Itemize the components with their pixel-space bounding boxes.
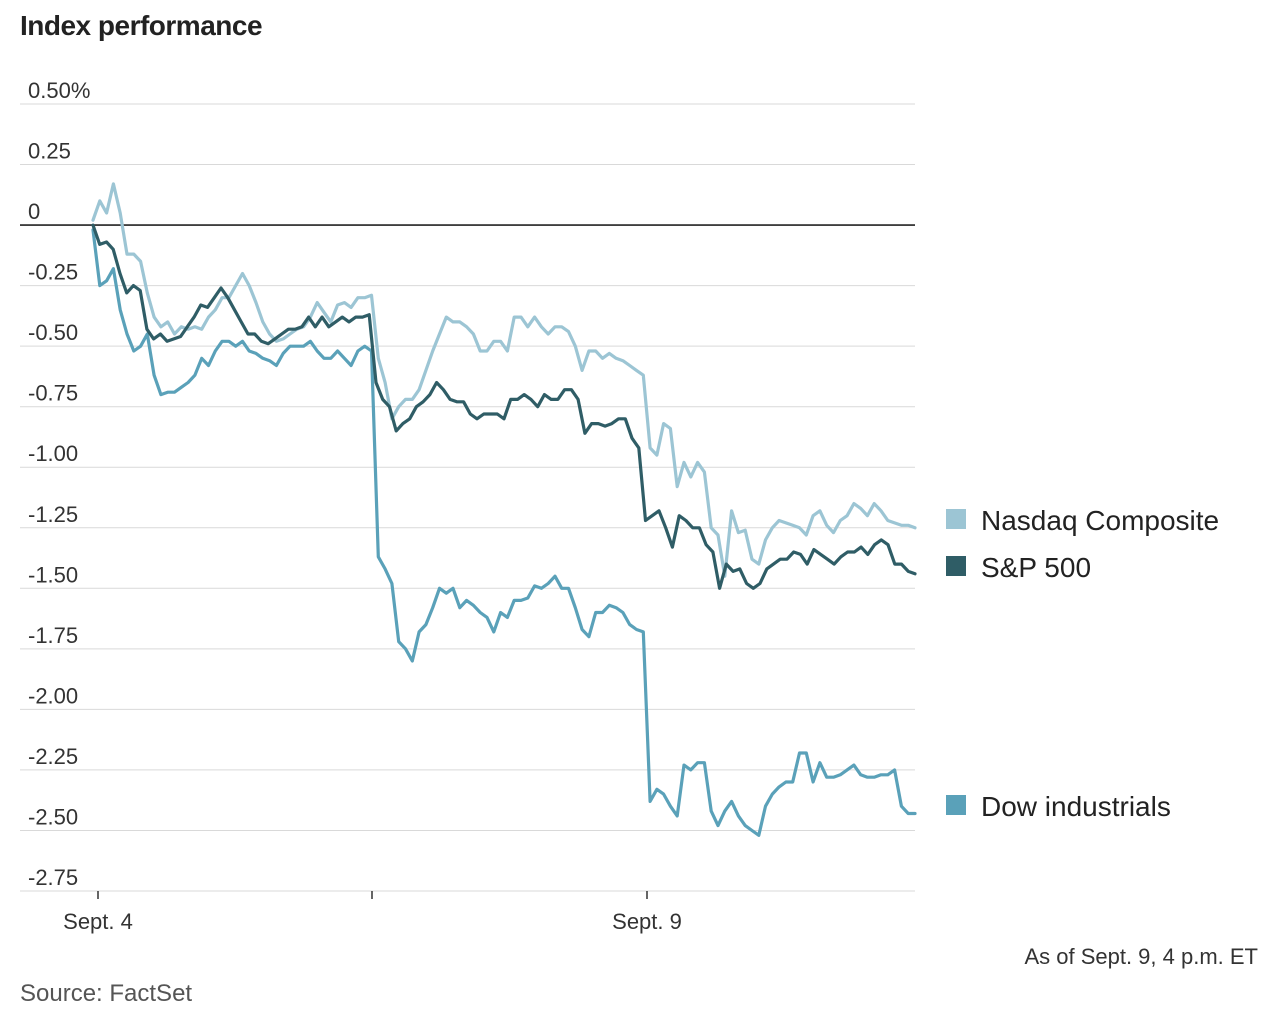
series-lines [91,182,917,837]
y-tick-label: -2.50 [28,804,78,829]
y-tick-label: -2.00 [28,683,78,708]
y-tick-label: -0.50 [28,320,78,345]
y-tick-label: 0 [28,199,40,224]
y-axis-tick-labels: 0.50% 0.25 0 -0.25 -0.50 -0.75 -1.00 -1.25 -1.50… [28,78,90,890]
y-tick-label: -1.75 [28,623,78,648]
y-tick-label: -2.25 [28,744,78,769]
legend-swatch [946,509,966,529]
legend-label: S&P 500 [981,552,1091,583]
x-tick-label: Sept. 9 [612,909,682,934]
as-of-note: As of Sept. 9, 4 p.m. ET [1024,944,1258,969]
y-tick-label: -0.75 [28,381,78,406]
y-tick-label: -1.25 [28,502,78,527]
y-tick-label: 0.50% [28,78,90,103]
x-axis: Sept. 4 Sept. 9 [63,891,682,934]
y-tick-label: -1.00 [28,441,78,466]
x-tick-label: Sept. 4 [63,909,133,934]
series-line-nasdaq-composite [91,182,917,578]
chart-title: Index performance [20,10,263,41]
gridlines [20,103,915,892]
legend: Nasdaq Composite S&P 500 Dow industrials [946,505,1219,822]
series-line-s-p-500 [91,223,917,590]
y-tick-label: -2.75 [28,865,78,890]
legend-swatch [946,556,966,576]
y-tick-label: 0.25 [28,139,71,164]
legend-label: Nasdaq Composite [981,505,1219,536]
y-tick-label: -0.25 [28,260,78,285]
series-line-dow-industrials [91,228,917,837]
legend-swatch [946,795,966,815]
source-note: Source: FactSet [20,980,193,1007]
y-tick-label: -1.50 [28,562,78,587]
legend-label: Dow industrials [981,791,1171,822]
